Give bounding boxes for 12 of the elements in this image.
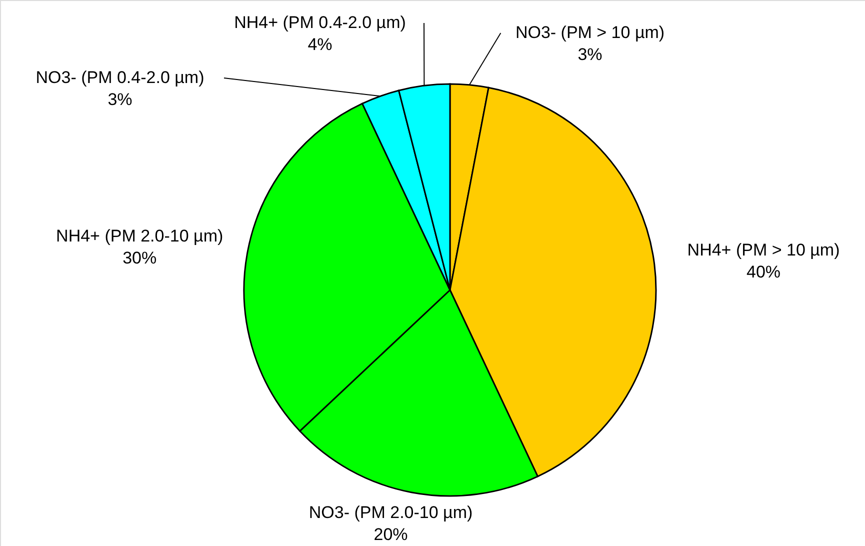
slice-label: NH4+ (PM 2.0-10 µm) [56, 226, 224, 246]
data-label: 4% [308, 35, 332, 54]
data-label: 30% [122, 248, 157, 268]
slice-label: NO3- (PM 0.4-2.0 µm) [36, 68, 204, 87]
data-label: 3% [578, 45, 602, 64]
slice-label: NO3- (PM > 10 µm) [515, 23, 665, 42]
data-label: 40% [746, 262, 781, 282]
slice-label: NH4+ (PM > 10 µm) [687, 240, 840, 260]
slice-label: NH4+ (PM 0.4-2.0 µm) [234, 13, 406, 32]
data-label: 3% [108, 90, 132, 109]
data-label: 20% [374, 524, 408, 544]
slice-label: NO3- (PM 2.0-10 µm) [308, 502, 473, 522]
